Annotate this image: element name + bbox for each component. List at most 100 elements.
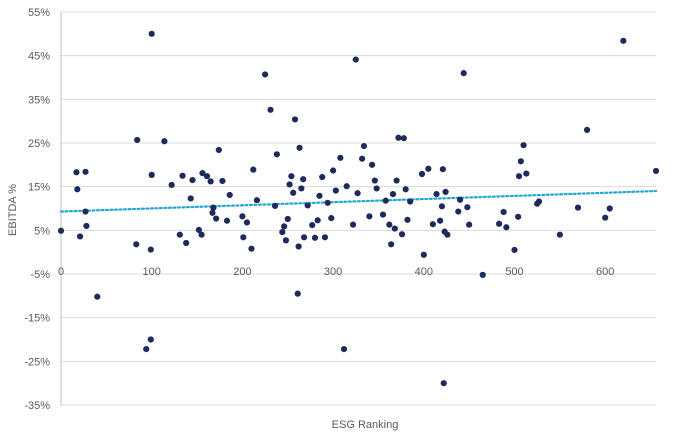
data-point — [418, 170, 426, 178]
data-point — [460, 70, 467, 77]
data-point — [311, 234, 319, 241]
data-point — [606, 205, 613, 212]
data-point — [183, 239, 190, 247]
data-point — [284, 215, 291, 223]
data-point — [148, 171, 155, 178]
data-point — [429, 221, 436, 228]
data-point — [321, 234, 329, 241]
data-point — [82, 168, 89, 175]
data-point — [393, 177, 400, 184]
data-point — [212, 215, 220, 222]
x-tick-label: 100 — [143, 266, 161, 278]
data-point — [161, 138, 168, 145]
x-tick-label: 500 — [505, 266, 523, 278]
gridlines — [61, 11, 656, 406]
data-point — [240, 234, 247, 241]
y-tick-label: 15% — [28, 182, 50, 194]
data-point — [253, 197, 261, 204]
data-point — [94, 293, 101, 300]
data-point — [398, 231, 406, 238]
data-point — [199, 170, 206, 177]
data-point — [295, 243, 302, 250]
data-point — [294, 290, 301, 297]
y-tick-label: 25% — [28, 138, 50, 150]
data-point — [210, 204, 217, 211]
data-point — [556, 231, 563, 238]
data-point — [290, 189, 297, 196]
data-point — [391, 225, 398, 232]
y-tick-label: 55% — [28, 7, 50, 19]
data-point — [176, 231, 183, 238]
data-point — [337, 154, 344, 161]
data-point — [134, 136, 141, 144]
data-point — [515, 213, 522, 220]
data-point — [466, 221, 473, 228]
data-point — [500, 208, 507, 216]
data-point — [400, 135, 407, 142]
y-tick-label: 35% — [28, 94, 50, 106]
data-point — [402, 186, 409, 193]
data-point — [316, 192, 323, 199]
data-point — [340, 346, 348, 353]
data-point — [273, 151, 280, 158]
data-point — [148, 30, 155, 37]
x-tick-label: 300 — [324, 266, 342, 278]
data-point — [404, 216, 411, 223]
data-point — [620, 37, 627, 44]
data-point — [282, 237, 290, 244]
data-point — [143, 346, 150, 353]
data-point — [168, 181, 175, 189]
data-point — [332, 187, 339, 194]
data-point — [189, 177, 196, 184]
data-point — [147, 336, 154, 343]
data-point — [226, 191, 233, 199]
data-point — [495, 220, 503, 227]
data-point — [420, 251, 427, 258]
data-point — [179, 172, 186, 179]
data-point — [389, 190, 397, 198]
data-point — [281, 223, 288, 230]
data-point — [324, 199, 331, 206]
data-point — [271, 202, 279, 209]
trendline — [59, 189, 658, 213]
data-point — [359, 155, 366, 162]
data-point — [652, 167, 660, 175]
data-point — [354, 190, 361, 197]
x-tick-label: 200 — [233, 266, 251, 278]
data-point — [352, 56, 359, 63]
data-point — [309, 221, 316, 229]
data-point — [300, 234, 308, 241]
trendline-layer — [59, 189, 658, 213]
data-point — [195, 226, 202, 233]
data-point — [73, 169, 80, 176]
data-point — [479, 271, 486, 278]
data-point — [535, 198, 543, 205]
data-point — [209, 209, 216, 216]
y-tick-label: -35% — [24, 400, 50, 412]
y-tick-label: 45% — [28, 51, 50, 63]
data-point — [74, 186, 81, 193]
data-point — [304, 202, 311, 209]
data-point — [395, 134, 402, 141]
data-point — [203, 173, 211, 180]
data-point — [407, 198, 414, 205]
data-point — [437, 217, 444, 224]
data-point — [147, 246, 154, 253]
data-point — [223, 217, 231, 224]
data-point — [57, 227, 65, 234]
x-axis-title: ESG Ranking — [332, 419, 399, 431]
data-point — [366, 213, 373, 220]
data-point — [243, 219, 251, 226]
data-point — [455, 208, 462, 215]
data-point — [456, 196, 464, 203]
data-point — [207, 178, 214, 185]
data-point — [198, 231, 205, 238]
data-point — [286, 181, 293, 188]
y-axis-title: EBITDA % — [7, 184, 19, 236]
data-point — [239, 213, 246, 220]
data-point — [602, 214, 609, 221]
data-point — [314, 217, 321, 224]
data-point — [319, 173, 326, 181]
